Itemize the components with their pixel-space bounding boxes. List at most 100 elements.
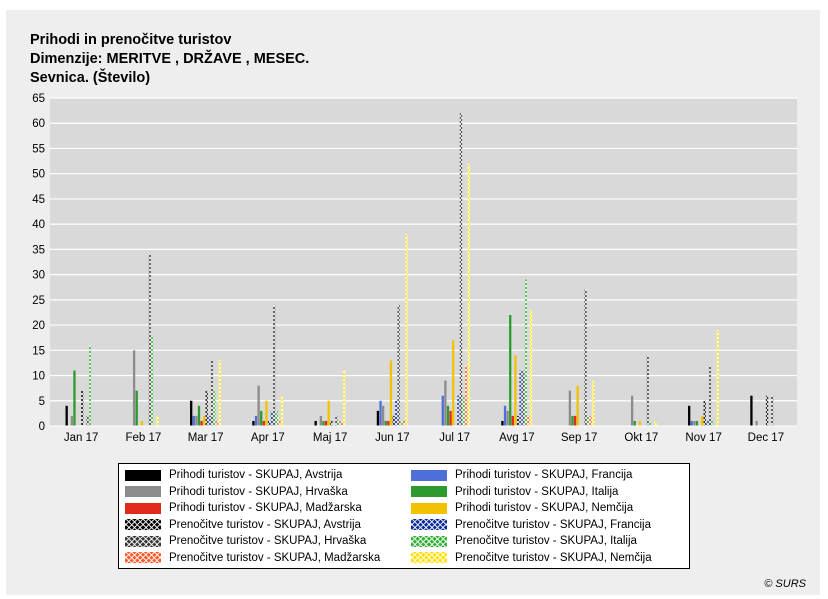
legend-swatch [411,519,447,531]
legend-swatch [411,486,447,498]
x-tick-label: Okt 17 [624,432,658,444]
bar [592,380,595,426]
bar [381,405,385,426]
bar [568,390,572,426]
bar [516,415,520,426]
bar [649,420,652,426]
bar [330,420,333,426]
legend-swatch [125,469,161,481]
legend-label: Prihodi turistov - SKUPAJ, Nemčija [455,502,634,515]
bar [586,415,590,426]
bar [716,330,719,426]
legend-label: Prenočitve turistov - SKUPAJ, Avstrija [169,518,361,531]
bar [252,420,255,426]
legend-item: Prihodi turistov - SKUPAJ, Avstrija [125,467,380,484]
bar [524,279,527,426]
source-credit: © SURS [764,578,806,590]
bar [319,415,323,426]
bar [519,370,522,426]
bar [205,390,208,426]
bar [265,400,268,426]
chart-subtitle: Sevnica. (Število) [30,70,151,86]
bar [703,400,706,426]
legend-swatch [125,552,161,564]
y-tick-label: 10 [32,371,45,383]
bar [254,415,258,426]
bar [335,415,338,426]
bar [441,395,444,426]
bar [200,420,203,426]
x-tick-label: Jan 17 [64,432,99,444]
legend-item: Prenočitve turistov - SKUPAJ, Nemčija [411,550,652,567]
bar [633,420,636,426]
x-tick-label: Sep 17 [561,432,597,444]
bar [755,420,758,426]
x-tick-label: Maj 17 [313,432,348,444]
bar [270,410,273,426]
x-tick-label: Mar 17 [188,432,224,444]
legend-item: Prenočitve turistov - SKUPAJ, Avstrija [125,517,380,534]
bar [514,355,517,426]
bar [573,415,577,426]
bar [701,415,704,426]
bar [192,415,195,426]
bar [65,405,68,426]
bar [140,420,144,426]
legend-item: Prihodi turistov - SKUPAJ, Hrvaška [125,484,380,501]
bar [70,415,74,426]
legend-label: Prenočitve turistov - SKUPAJ, Hrvaška [169,535,367,548]
legend-item: Prenočitve turistov - SKUPAJ, Madžarska [125,550,380,567]
y-tick-label: 45 [32,194,45,206]
legend-item: Prihodi turistov - SKUPAJ, Nemčija [411,500,652,517]
y-tick-label: 15 [32,345,45,357]
legend-swatch [125,519,161,531]
legend-label: Prenočitve turistov - SKUPAJ, Nemčija [455,551,652,564]
bar [73,370,76,426]
bar [135,390,138,426]
bar [522,370,525,426]
bar [156,415,159,426]
bar [213,390,216,426]
bar [397,304,400,426]
bar [197,405,201,426]
bar [280,395,284,426]
bar [584,289,587,426]
bar [203,415,206,426]
bar [88,345,92,426]
bar [394,400,398,426]
bar [654,420,657,426]
bar [750,395,753,426]
bar [690,420,693,426]
legend-swatch [125,502,161,514]
y-tick-label: 60 [32,118,45,130]
bar [337,420,341,426]
legend-label: Prihodi turistov - SKUPAJ, Francija [455,469,633,482]
bar [527,415,530,426]
legend-label: Prihodi turistov - SKUPAJ, Italija [455,485,619,498]
bar [267,420,271,426]
bar [210,360,214,426]
legend-swatch [411,469,447,481]
legend-label: Prenočitve turistov - SKUPAJ, Italija [455,535,637,548]
bar [449,410,452,426]
legend-label: Prihodi turistov - SKUPAJ, Avstrija [169,469,343,482]
bar [711,420,714,426]
bar [646,355,649,426]
bar [322,420,325,426]
bar [343,370,346,426]
y-tick-label: 20 [32,320,45,332]
legend-column-right: Prihodi turistov - SKUPAJ, Francija Priho… [411,467,652,566]
bar [511,415,514,426]
bar [384,420,387,426]
bar [314,420,317,426]
legend-item: Prenočitve turistov - SKUPAJ, Italija [411,533,652,550]
x-tick-label: Jun 17 [375,432,410,444]
bar [506,410,509,426]
bar [340,420,343,426]
bar [218,360,221,426]
legend-swatch [125,486,161,498]
chart-title: Prihodi in prenočitve turistov [30,32,232,48]
bar [571,415,574,426]
y-tick-label: 35 [32,244,45,256]
x-tick-label: Apr 17 [251,432,285,444]
